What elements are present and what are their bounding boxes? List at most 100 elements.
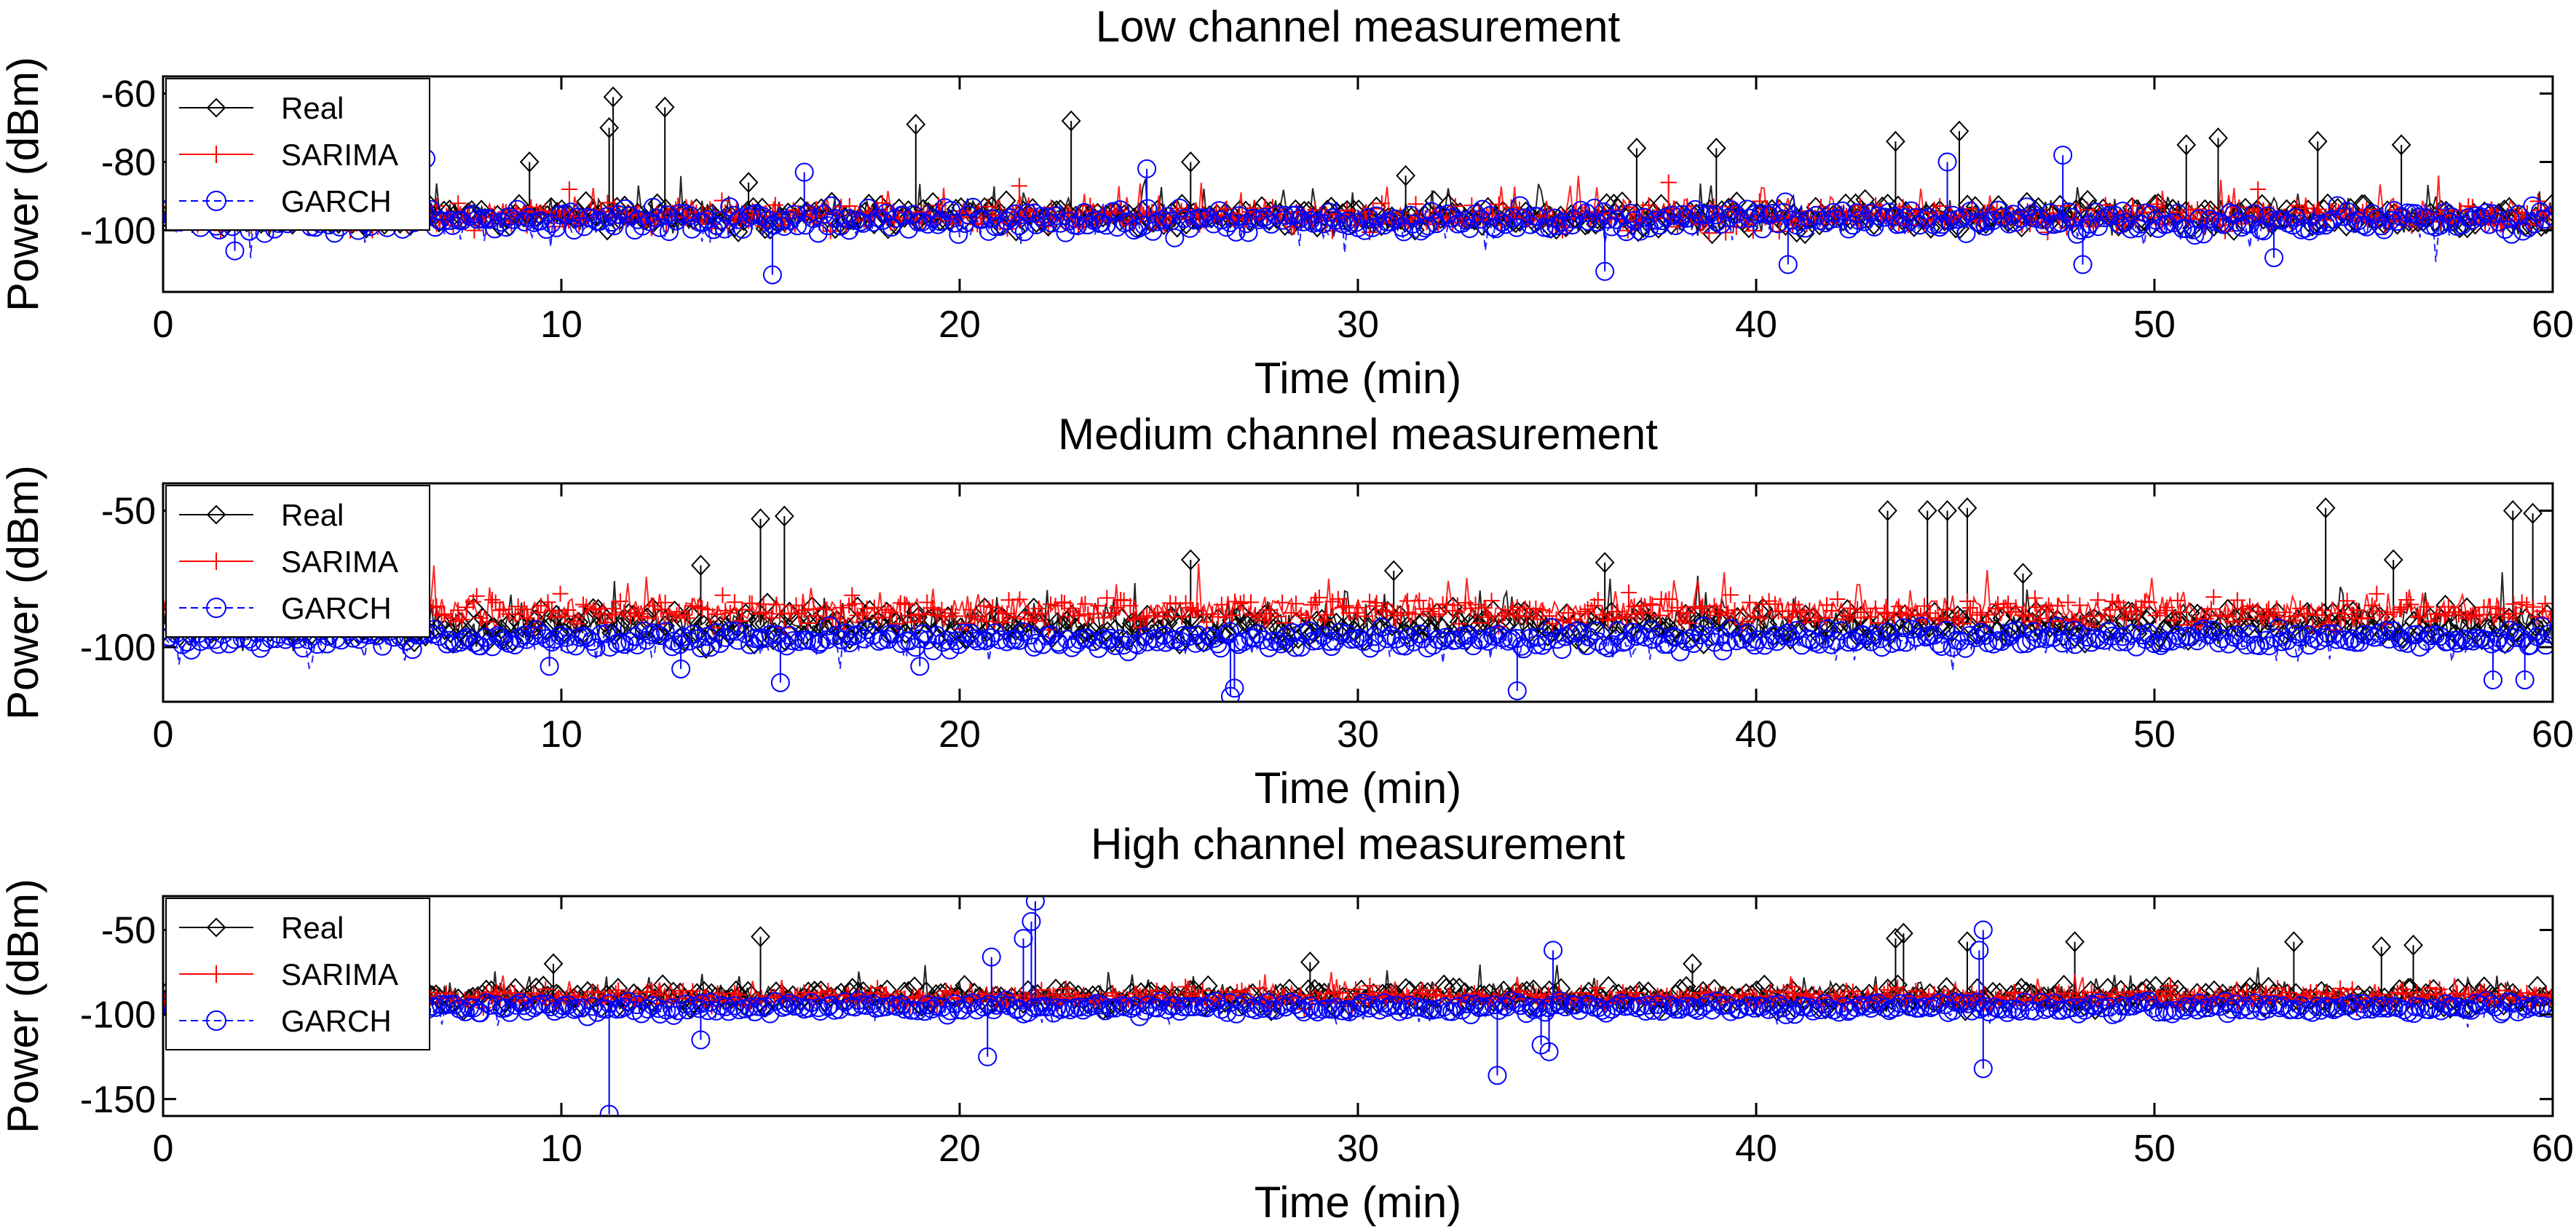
data-point bbox=[2379, 629, 2399, 649]
data-point bbox=[1456, 210, 1476, 230]
data-point bbox=[1531, 1035, 1551, 1055]
data-point bbox=[1660, 174, 1677, 191]
data-point bbox=[2359, 609, 2376, 626]
data-point bbox=[1337, 211, 1356, 231]
data-point bbox=[813, 984, 829, 1001]
data-point bbox=[2514, 996, 2534, 1016]
data-point bbox=[1662, 205, 1682, 225]
data-point bbox=[596, 624, 616, 644]
plot-frame bbox=[162, 75, 2554, 293]
data-point bbox=[1678, 988, 1695, 1005]
data-point bbox=[1979, 1002, 1999, 1022]
data-point bbox=[768, 596, 785, 613]
data-point bbox=[1973, 1058, 1993, 1078]
data-point bbox=[1512, 981, 1533, 1003]
data-point bbox=[1613, 218, 1632, 237]
data-point bbox=[1496, 215, 1515, 234]
data-point bbox=[2051, 213, 2071, 232]
data-point bbox=[1763, 203, 1782, 223]
data-point bbox=[2430, 627, 2450, 646]
data-point bbox=[1745, 609, 1761, 625]
data-point bbox=[902, 607, 919, 624]
data-point bbox=[431, 994, 451, 1014]
data-point bbox=[2007, 599, 2024, 616]
data-point bbox=[1236, 993, 1255, 1013]
data-point bbox=[1415, 218, 1435, 238]
data-point bbox=[1459, 625, 1479, 645]
data-point bbox=[1458, 994, 1477, 1013]
data-point bbox=[2381, 210, 2401, 230]
data-point bbox=[1836, 193, 1856, 215]
data-point bbox=[906, 114, 926, 135]
data-point bbox=[2028, 628, 2048, 648]
data-point bbox=[1833, 201, 1852, 221]
data-point bbox=[944, 213, 964, 233]
data-point bbox=[1774, 625, 1794, 645]
data-point bbox=[1842, 630, 1862, 650]
data-point bbox=[609, 205, 628, 224]
data-point bbox=[1878, 500, 1897, 521]
data-point bbox=[1642, 595, 1659, 612]
data-point bbox=[1503, 208, 1522, 228]
x-axis-label: Time (min) bbox=[1255, 354, 1461, 403]
data-point bbox=[1238, 223, 1258, 242]
data-point bbox=[969, 611, 986, 628]
legend-label: SARIMA bbox=[281, 545, 398, 579]
data-point bbox=[2284, 931, 2304, 953]
data-point bbox=[716, 628, 735, 647]
data-point bbox=[1839, 607, 1856, 624]
data-point bbox=[612, 633, 631, 652]
data-point bbox=[574, 596, 591, 613]
data-point bbox=[565, 613, 582, 630]
data-point bbox=[794, 162, 814, 182]
data-point bbox=[1253, 999, 1273, 1018]
data-point bbox=[2217, 607, 2234, 624]
data-point bbox=[1509, 598, 1525, 615]
data-point bbox=[2098, 622, 2118, 641]
data-point bbox=[2489, 212, 2508, 231]
data-point bbox=[1159, 603, 1176, 620]
data-point bbox=[532, 625, 552, 644]
data-point bbox=[2500, 609, 2517, 626]
data-point bbox=[1778, 623, 1798, 643]
x-tick-label: 0 bbox=[153, 713, 174, 756]
data-point bbox=[578, 598, 595, 615]
data-point bbox=[1706, 138, 1726, 159]
data-point bbox=[2168, 626, 2187, 646]
data-point bbox=[1959, 626, 1979, 646]
data-point bbox=[762, 265, 782, 285]
data-point bbox=[1707, 991, 1727, 1011]
data-point bbox=[1423, 1000, 1442, 1020]
data-point bbox=[1011, 178, 1028, 194]
data-point bbox=[2518, 596, 2535, 613]
data-point bbox=[2471, 995, 2491, 1015]
data-point bbox=[2173, 603, 2189, 620]
x-tick-label: 40 bbox=[1735, 1128, 1777, 1170]
data-point bbox=[1693, 600, 1710, 617]
data-point bbox=[1589, 592, 1606, 609]
data-point bbox=[1518, 609, 1535, 625]
data-point bbox=[1031, 207, 1051, 226]
data-point bbox=[730, 986, 747, 1003]
data-point bbox=[2102, 601, 2119, 618]
data-point bbox=[537, 981, 554, 997]
data-point bbox=[540, 594, 556, 611]
data-point bbox=[1318, 999, 1338, 1018]
data-point bbox=[874, 609, 890, 626]
data-point bbox=[1784, 978, 1801, 995]
legend: Real SARIMA GARCH bbox=[165, 78, 430, 231]
data-point bbox=[1579, 995, 1599, 1015]
data-point bbox=[1803, 1001, 1823, 1021]
data-point bbox=[2002, 622, 2022, 642]
data-point bbox=[1875, 998, 1895, 1018]
data-point bbox=[1293, 212, 1313, 231]
data-point bbox=[2200, 209, 2220, 229]
data-point bbox=[568, 207, 588, 227]
data-point bbox=[1061, 110, 1081, 132]
data-point bbox=[2240, 625, 2259, 644]
data-point bbox=[610, 982, 627, 999]
data-point bbox=[1997, 1002, 2017, 1022]
x-tick-label: 30 bbox=[1337, 1128, 1379, 1170]
data-point bbox=[2071, 221, 2090, 240]
data-point bbox=[2007, 985, 2023, 1002]
